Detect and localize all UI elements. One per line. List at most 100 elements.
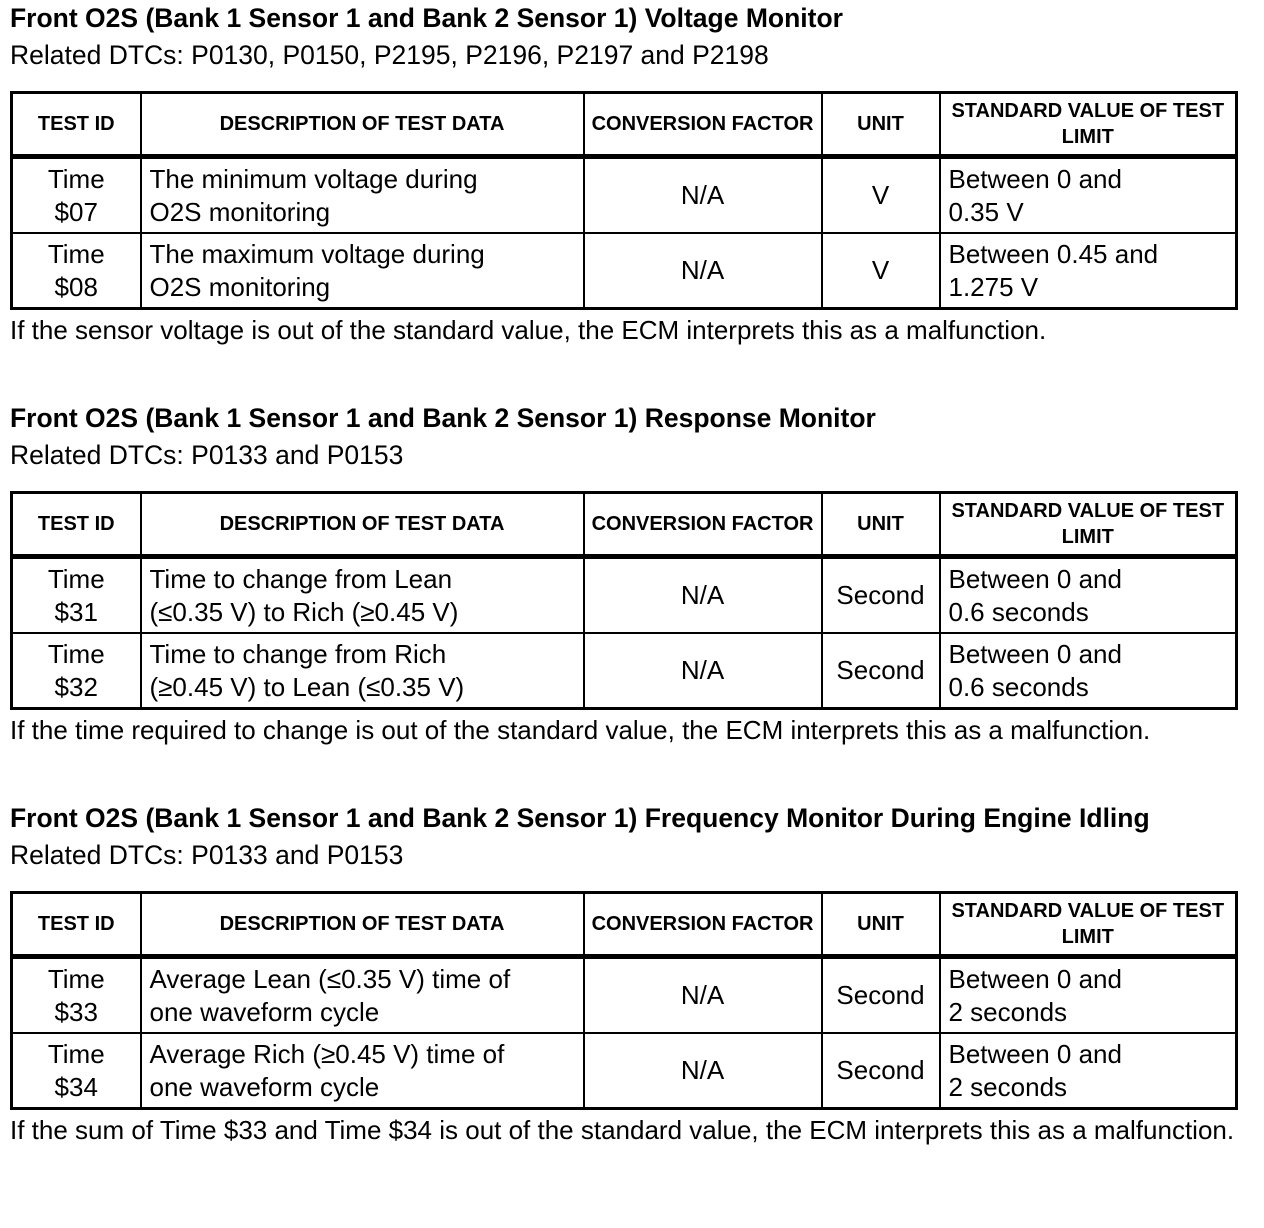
unit-cell: Second: [820, 1032, 941, 1110]
conversion-cell: N/A: [582, 232, 823, 310]
test-id-value: $07: [54, 196, 98, 227]
table-row: Time $31 Time to change from Lean (≤0.35 V)…: [10, 555, 1238, 634]
standard-line: Between 0.45 and: [948, 239, 1159, 269]
monitor-section: Front O2S (Bank 1 Sensor 1 and Bank 2 Se…: [10, 400, 1238, 747]
conversion-cell: N/A: [582, 155, 823, 234]
standard-line: 0.6 seconds: [948, 671, 1089, 702]
header-description: DESCRIPTION OF TEST DATA: [139, 91, 585, 159]
standard-line: 2 seconds: [948, 1071, 1068, 1102]
description-cell: Average Rich (≥0.45 V) time of one wavefo…: [139, 1032, 585, 1110]
header-test-id: TEST ID: [10, 891, 142, 959]
standard-cell: Between 0.45 and 1.275 V: [938, 232, 1238, 310]
description-cell: The minimum voltage during O2S monitoring: [139, 155, 585, 234]
section-note: If the time required to change is out of…: [10, 715, 1151, 745]
standard-cell: Between 0 and 2 seconds: [938, 1032, 1238, 1110]
standard-line: Between 0 and: [948, 639, 1122, 669]
unit-cell: V: [820, 232, 941, 310]
description-line: Time to change from Lean: [149, 564, 453, 594]
test-id-value: $34: [54, 1071, 98, 1102]
test-table: TEST ID DESCRIPTION OF TEST DATA CONVERS…: [10, 891, 1238, 1110]
test-id-cell: Time $32: [10, 632, 142, 710]
standard-cell: Between 0 and 0.6 seconds: [938, 555, 1238, 634]
unit-cell: Second: [820, 555, 941, 634]
test-id-value: $08: [54, 271, 98, 302]
header-conversion: CONVERSION FACTOR: [582, 491, 823, 559]
description-cell: Time to change from Lean (≤0.35 V) to Ric…: [139, 555, 585, 634]
section-title: Front O2S (Bank 1 Sensor 1 and Bank 2 Se…: [10, 403, 876, 433]
test-id-label: Time: [47, 164, 105, 194]
unit-cell: Second: [820, 632, 941, 710]
unit-cell: V: [820, 155, 941, 234]
section-title: Front O2S (Bank 1 Sensor 1 and Bank 2 Se…: [10, 803, 1150, 833]
description-cell: Time to change from Rich (≥0.45 V) to Lea…: [139, 632, 585, 710]
table-row: Time $08 The maximum voltage during O2S mon…: [10, 232, 1238, 310]
header-standard: STANDARD VALUE OF TEST LIMIT: [938, 91, 1238, 159]
conversion-cell: N/A: [582, 955, 823, 1034]
description-line: O2S monitoring: [149, 196, 331, 227]
header-unit: UNIT: [820, 891, 941, 959]
standard-line: 2 seconds: [948, 996, 1068, 1027]
test-id-label: Time: [47, 239, 105, 269]
test-id-label: Time: [47, 964, 105, 994]
description-line: O2S monitoring: [149, 271, 331, 302]
test-id-value: $33: [54, 996, 98, 1027]
test-table: TEST ID DESCRIPTION OF TEST DATA CONVERS…: [10, 91, 1238, 310]
description-line: Time to change from Rich: [149, 639, 447, 669]
description-line: (≥0.45 V) to Lean (≤0.35 V): [149, 671, 465, 702]
table-header-row: TEST ID DESCRIPTION OF TEST DATA CONVERS…: [10, 491, 1238, 559]
conversion-cell: N/A: [582, 1032, 823, 1110]
standard-cell: Between 0 and 0.35 V: [938, 155, 1238, 234]
description-cell: The maximum voltage during O2S monitoring: [139, 232, 585, 310]
related-dtcs: Related DTCs: P0130, P0150, P2195, P2196…: [10, 40, 769, 70]
standard-line: 0.6 seconds: [948, 596, 1089, 627]
description-line: The maximum voltage during: [149, 239, 485, 269]
test-table: TEST ID DESCRIPTION OF TEST DATA CONVERS…: [10, 491, 1238, 710]
header-test-id: TEST ID: [10, 91, 142, 159]
test-id-cell: Time $31: [10, 555, 142, 634]
description-line: Average Rich (≥0.45 V) time of: [149, 1039, 505, 1069]
description-line: The minimum voltage during: [149, 164, 478, 194]
description-line: (≤0.35 V) to Rich (≥0.45 V): [149, 596, 459, 627]
header-unit: UNIT: [820, 491, 941, 559]
test-id-cell: Time $34: [10, 1032, 142, 1110]
header-standard: STANDARD VALUE OF TEST LIMIT: [938, 491, 1238, 559]
header-conversion: CONVERSION FACTOR: [582, 91, 823, 159]
test-id-label: Time: [47, 564, 105, 594]
description-cell: Average Lean (≤0.35 V) time of one wavefo…: [139, 955, 585, 1034]
related-dtcs: Related DTCs: P0133 and P0153: [10, 840, 404, 870]
test-id-label: Time: [47, 1039, 105, 1069]
standard-line: 1.275 V: [948, 271, 1039, 302]
header-test-id: TEST ID: [10, 491, 142, 559]
section-note: If the sensor voltage is out of the stan…: [10, 315, 1047, 345]
header-standard: STANDARD VALUE OF TEST LIMIT: [938, 891, 1238, 959]
test-id-value: $31: [54, 596, 98, 627]
table-row: Time $34 Average Rich (≥0.45 V) time of one…: [10, 1032, 1238, 1110]
standard-line: Between 0 and: [948, 1039, 1122, 1069]
test-id-label: Time: [47, 639, 105, 669]
section-title: Front O2S (Bank 1 Sensor 1 and Bank 2 Se…: [10, 3, 843, 33]
table-header-row: TEST ID DESCRIPTION OF TEST DATA CONVERS…: [10, 891, 1238, 959]
header-conversion: CONVERSION FACTOR: [582, 891, 823, 959]
table-row: Time $32 Time to change from Rich (≥0.45 V)…: [10, 632, 1238, 710]
header-description: DESCRIPTION OF TEST DATA: [139, 491, 585, 559]
description-line: one waveform cycle: [149, 1071, 380, 1102]
standard-line: Between 0 and: [948, 164, 1122, 194]
table-row: Time $07 The minimum voltage during O2S mon…: [10, 155, 1238, 234]
monitor-section: Front O2S (Bank 1 Sensor 1 and Bank 2 Se…: [10, 800, 1238, 1147]
standard-cell: Between 0 and 0.6 seconds: [938, 632, 1238, 710]
conversion-cell: N/A: [582, 632, 823, 710]
standard-line: Between 0 and: [948, 564, 1122, 594]
standard-line: 0.35 V: [948, 196, 1024, 227]
standard-cell: Between 0 and 2 seconds: [938, 955, 1238, 1034]
conversion-cell: N/A: [582, 555, 823, 634]
header-unit: UNIT: [820, 91, 941, 159]
section-note: If the sum of Time $33 and Time $34 is o…: [10, 1115, 1235, 1145]
description-line: Average Lean (≤0.35 V) time of: [149, 964, 511, 994]
header-description: DESCRIPTION OF TEST DATA: [139, 891, 585, 959]
unit-cell: Second: [820, 955, 941, 1034]
table-header-row: TEST ID DESCRIPTION OF TEST DATA CONVERS…: [10, 91, 1238, 159]
related-dtcs: Related DTCs: P0133 and P0153: [10, 440, 404, 470]
monitor-section: Front O2S (Bank 1 Sensor 1 and Bank 2 Se…: [10, 0, 1238, 347]
table-row: Time $33 Average Lean (≤0.35 V) time of one…: [10, 955, 1238, 1034]
standard-line: Between 0 and: [948, 964, 1122, 994]
